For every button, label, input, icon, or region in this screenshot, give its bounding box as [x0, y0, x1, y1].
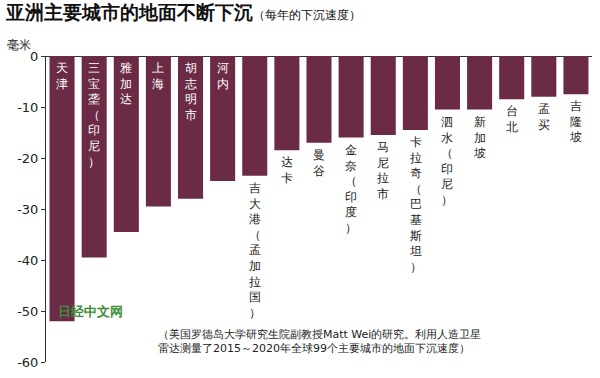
svg-text:日经中文网: 日经中文网 [58, 304, 123, 319]
svg-text:-40: -40 [17, 253, 38, 268]
svg-text:雅加达: 雅加达 [120, 61, 132, 106]
svg-text:卡拉奇（巴基斯坦）: 卡拉奇（巴基斯坦） [409, 135, 422, 274]
svg-text:0: 0 [30, 49, 38, 64]
svg-text:上海: 上海 [152, 61, 164, 91]
svg-text:金奈（印度）: 金奈（印度） [345, 143, 357, 235]
svg-text:三宝垄（印尼）: 三宝垄（印尼） [88, 61, 100, 169]
svg-text:台北: 台北 [506, 104, 518, 134]
svg-text:-60: -60 [17, 355, 38, 370]
svg-text:河内: 河内 [217, 61, 229, 91]
svg-text:毫米: 毫米 [7, 38, 31, 52]
svg-text:-20: -20 [17, 151, 38, 166]
svg-text:-10: -10 [17, 100, 38, 115]
svg-text:胡志明市: 胡志明市 [185, 61, 197, 122]
svg-text:马尼拉市: 马尼拉市 [377, 140, 389, 201]
svg-text:孟买: 孟买 [538, 102, 550, 132]
svg-text:-30: -30 [17, 202, 38, 217]
svg-text:新加坡: 新加坡 [473, 115, 486, 160]
svg-text:天津: 天津 [56, 61, 68, 91]
svg-text:吉隆坡: 吉隆坡 [569, 99, 582, 144]
svg-text:亚洲主要城市的地面不断下沉（每年的下沉速度）: 亚洲主要城市的地面不断下沉（每年的下沉速度） [5, 1, 361, 23]
svg-text:（美国罗德岛大学研究生院副教授Matt Wei的研究。利用人: （美国罗德岛大学研究生院副教授Matt Wei的研究。利用人造卫星雷达测量了20… [158, 328, 481, 355]
svg-text:-50: -50 [17, 304, 38, 319]
svg-text:达卡: 达卡 [281, 155, 293, 185]
svg-text:泗水（印尼）: 泗水（印尼） [441, 115, 453, 207]
svg-text:吉大港（孟加拉国）: 吉大港（孟加拉国） [249, 181, 261, 320]
svg-text:曼谷: 曼谷 [313, 148, 325, 178]
